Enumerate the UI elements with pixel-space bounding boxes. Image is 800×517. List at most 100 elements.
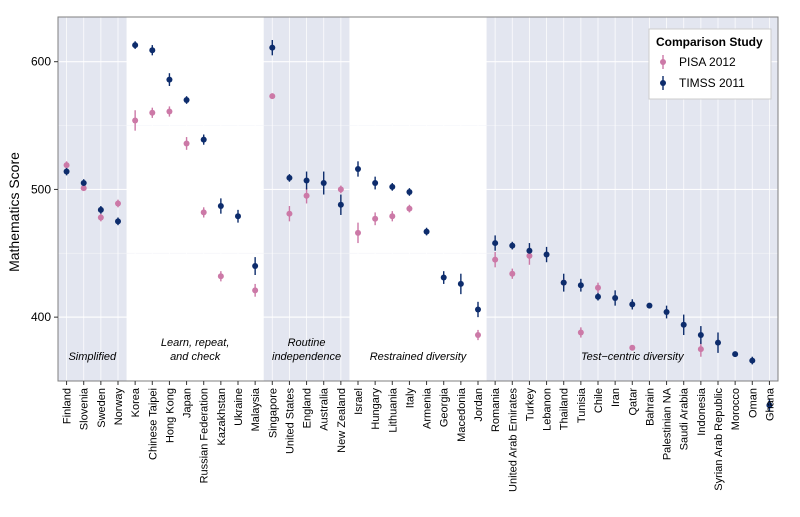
data-point — [200, 209, 207, 216]
x-tick-label: Singapore — [267, 388, 279, 438]
data-point — [612, 294, 619, 301]
data-point — [149, 47, 156, 54]
x-tick-label: Hong Kong — [164, 388, 176, 443]
data-point — [629, 301, 636, 308]
x-tick-label: Ghana — [764, 387, 776, 421]
data-point — [372, 215, 379, 222]
x-tick-label: Indonesia — [696, 387, 708, 436]
data-point — [526, 247, 533, 254]
x-tick-label: Chinese Taipei — [147, 388, 159, 460]
data-point — [646, 302, 653, 309]
data-point — [595, 293, 601, 300]
band-label: Restrained diversity — [370, 351, 468, 363]
data-point — [509, 242, 516, 249]
data-point — [475, 332, 481, 339]
x-tick-label: Georgia — [439, 387, 451, 427]
data-point — [389, 213, 396, 220]
data-point — [269, 44, 276, 51]
band-label: Routine independence — [272, 337, 341, 363]
x-tick-label: Korea — [130, 387, 142, 417]
x-tick-label: Slovenia — [79, 387, 91, 430]
data-point — [320, 180, 327, 187]
band-label-line: Routine — [288, 337, 326, 349]
x-tick-label: Oman — [747, 388, 759, 418]
legend-key-point — [660, 80, 666, 86]
y-tick-label: 600 — [31, 55, 51, 69]
axis-layer: 400 500 600 Finland Slovenia Sweden Norway Kore… — [31, 16, 779, 492]
data-point — [440, 274, 447, 281]
data-point — [697, 346, 704, 353]
data-point — [355, 165, 361, 172]
legend-title: Comparison Study — [656, 35, 763, 49]
data-point — [303, 177, 310, 184]
x-tick-label: New Zealand — [336, 388, 348, 453]
legend-box — [648, 28, 772, 100]
data-point — [166, 108, 173, 115]
data-point — [577, 329, 584, 336]
x-tick-label: Iran — [610, 388, 622, 407]
band-shade — [58, 17, 127, 381]
data-point — [475, 306, 481, 313]
plot-border — [57, 16, 779, 382]
data-point — [406, 205, 413, 212]
data-point — [97, 206, 104, 213]
data-point — [132, 42, 139, 49]
data-point — [389, 183, 396, 190]
legend-key-point — [660, 59, 666, 65]
band-label-line: independence — [272, 351, 341, 363]
data-point — [80, 180, 87, 187]
data-point — [115, 200, 121, 207]
x-tick-label: Israel — [353, 388, 365, 415]
legend-label: TIMSS 2011 — [679, 76, 745, 90]
x-tick-label: Qatar — [627, 388, 639, 416]
data-point — [732, 351, 739, 358]
data-point — [509, 270, 516, 277]
data-point — [372, 180, 379, 187]
data-point — [235, 213, 241, 220]
data-point — [63, 168, 70, 175]
x-tick-label: Bahrain — [644, 388, 656, 426]
band-label-line: Simplified — [68, 351, 117, 363]
data-point — [680, 321, 687, 328]
data-point — [166, 76, 173, 83]
x-tick-label: Lithuania — [387, 387, 399, 433]
data-point — [526, 252, 533, 259]
x-tick-label: Syrian Arab Republic — [713, 388, 725, 491]
data-point — [337, 201, 344, 208]
data-point — [132, 117, 139, 124]
data-point — [63, 162, 70, 169]
data-point — [749, 357, 756, 364]
data-point — [492, 256, 499, 263]
x-tick-label: Palestinian NA — [662, 387, 674, 460]
data-point — [303, 192, 310, 199]
data-point — [560, 279, 567, 286]
legend-label: PISA 2012 — [679, 55, 736, 69]
point-layer — [63, 42, 773, 409]
data-point — [337, 186, 344, 193]
band-label-layer: Simplified Learn, repeat, and check Routine… — [68, 337, 685, 363]
data-point — [595, 284, 601, 291]
band-label: Test−centric diversity — [581, 351, 685, 363]
y-tick-label: 400 — [31, 310, 51, 324]
data-point — [629, 344, 636, 351]
x-tick-label: Jordan — [473, 388, 485, 422]
data-point — [577, 282, 584, 289]
x-tick-label: Romania — [490, 387, 502, 432]
band-label-line: Restrained diversity — [370, 351, 468, 363]
data-point — [217, 203, 224, 210]
x-tick-label: Malaysia — [250, 387, 262, 431]
data-point — [543, 251, 550, 258]
data-point — [715, 339, 721, 346]
x-tick-label: Sweden — [96, 388, 108, 428]
data-point — [355, 229, 361, 236]
data-point — [423, 228, 430, 235]
data-point — [183, 140, 190, 147]
x-tick-label: Tunisia — [576, 387, 588, 423]
x-tick-label: Norway — [113, 388, 125, 426]
data-point — [149, 109, 156, 116]
x-tick-label: Chile — [593, 388, 605, 413]
data-point — [286, 210, 293, 217]
x-tick-label: United States — [284, 388, 296, 455]
band-label: Learn, repeat, and check — [161, 337, 230, 363]
x-tick-label: Morocco — [730, 388, 742, 430]
